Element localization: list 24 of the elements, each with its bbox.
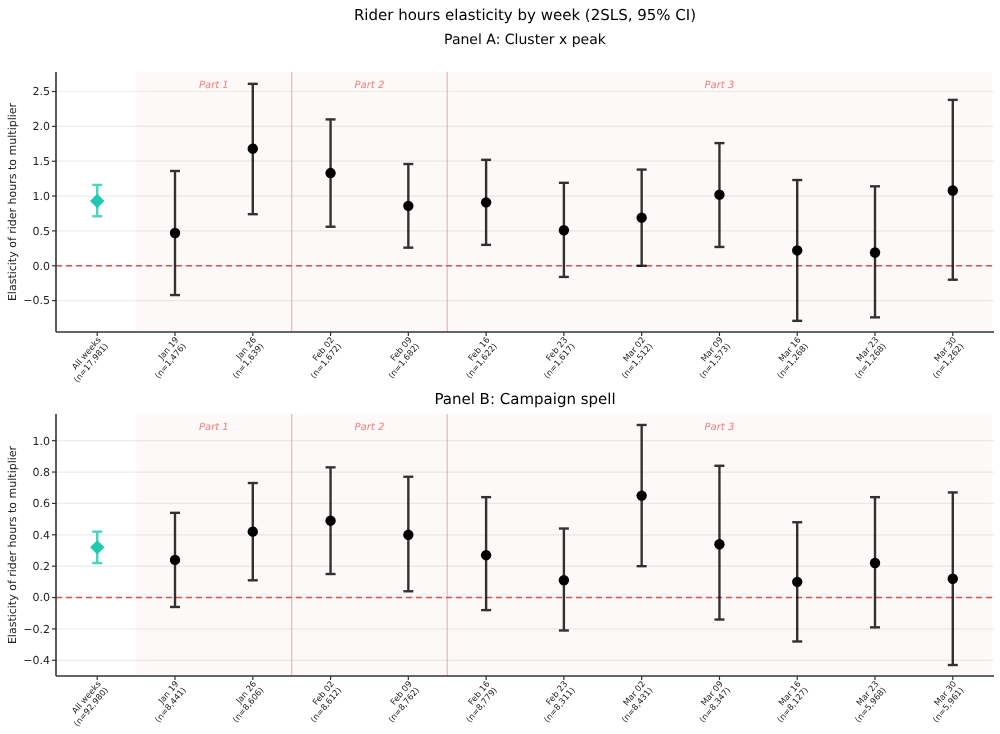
point xyxy=(403,200,414,212)
point xyxy=(714,539,725,550)
point xyxy=(792,576,803,588)
point xyxy=(558,575,570,586)
point xyxy=(325,515,336,526)
point xyxy=(636,490,647,501)
point xyxy=(869,247,881,258)
point xyxy=(247,526,258,537)
point xyxy=(403,529,414,540)
point xyxy=(169,227,181,239)
point xyxy=(947,185,958,196)
point xyxy=(325,167,336,179)
point xyxy=(90,193,105,209)
point xyxy=(480,550,492,561)
point xyxy=(636,212,647,223)
point xyxy=(90,540,105,555)
point xyxy=(714,189,725,200)
point xyxy=(558,225,570,236)
point xyxy=(480,197,492,208)
point xyxy=(247,143,258,154)
point xyxy=(792,245,803,256)
point xyxy=(947,573,958,584)
point xyxy=(869,557,881,569)
point xyxy=(169,554,181,566)
